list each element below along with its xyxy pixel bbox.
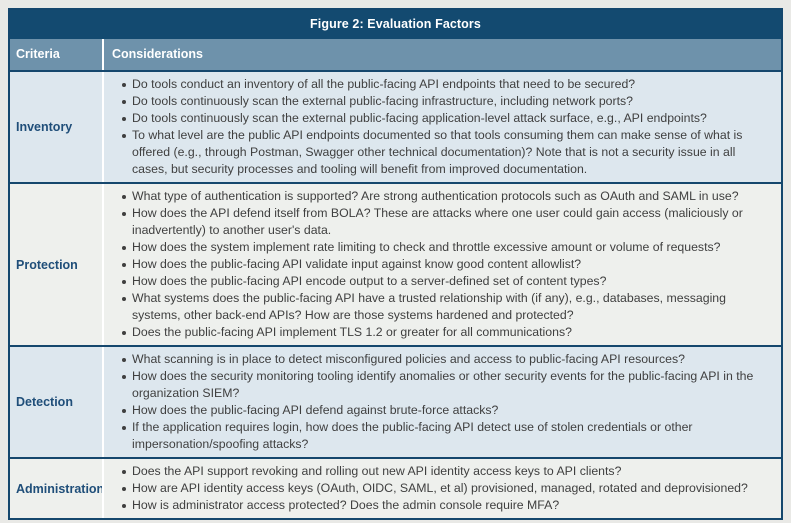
considerations-list: Does the API support revoking and rollin… [104, 463, 773, 514]
criteria-cell: Detection [16, 395, 73, 409]
consideration-item: How is administrator access protected? D… [122, 497, 773, 514]
criteria-cell: Protection [16, 257, 78, 272]
criteria-cell: Inventory [16, 120, 73, 134]
consideration-item: How does the security monitoring tooling… [122, 368, 773, 402]
consideration-item: To what level are the public API endpoin… [122, 127, 773, 178]
consideration-item: How does the public-facing API encode ou… [122, 273, 773, 290]
consideration-item: How does the public-facing API defend ag… [122, 402, 773, 419]
table-row: Detection What scanning is in place to d… [10, 345, 781, 457]
considerations-cell: Do tools conduct an inventory of all the… [102, 72, 781, 182]
consideration-item: Do tools conduct an inventory of all the… [122, 76, 773, 93]
considerations-column-header: Considerations [102, 39, 781, 70]
consideration-item: What systems does the public-facing API … [122, 290, 773, 324]
consideration-item: Does the API support revoking and rollin… [122, 463, 773, 480]
consideration-item: How does the public-facing API validate … [122, 256, 773, 273]
consideration-item: Do tools continuously scan the external … [122, 93, 773, 110]
consideration-item: How does the system implement rate limit… [122, 239, 773, 256]
table-row: Inventory Do tools conduct an inventory … [10, 70, 781, 182]
table-row: Protection What type of authentication i… [10, 182, 781, 345]
table-row: Administration Does the API support revo… [10, 457, 781, 518]
criteria-column-header: Criteria [16, 47, 60, 61]
criteria-cell: Administration [16, 481, 105, 496]
consideration-item: Does the public-facing API implement TLS… [122, 324, 773, 341]
considerations-cell: Does the API support revoking and rollin… [102, 459, 781, 518]
considerations-list: What type of authentication is supported… [104, 188, 773, 341]
table-body: Inventory Do tools conduct an inventory … [10, 70, 781, 518]
considerations-list: Do tools conduct an inventory of all the… [104, 76, 773, 178]
consideration-item: If the application requires login, how d… [122, 419, 773, 453]
consideration-item: What type of authentication is supported… [122, 188, 773, 205]
consideration-item: How are API identity access keys (OAuth,… [122, 480, 773, 497]
consideration-item: How does the API defend itself from BOLA… [122, 205, 773, 239]
table-header-row: Criteria Considerations [10, 39, 781, 70]
considerations-list: What scanning is in place to detect misc… [104, 351, 773, 453]
figure-title-bar: Figure 2: Evaluation Factors [10, 10, 781, 39]
considerations-cell: What type of authentication is supported… [102, 184, 781, 345]
evaluation-table: Figure 2: Evaluation Factors Criteria Co… [8, 8, 783, 520]
consideration-item: What scanning is in place to detect misc… [122, 351, 773, 368]
considerations-cell: What scanning is in place to detect misc… [102, 347, 781, 457]
consideration-item: Do tools continuously scan the external … [122, 110, 773, 127]
figure-title: Figure 2: Evaluation Factors [310, 17, 481, 31]
